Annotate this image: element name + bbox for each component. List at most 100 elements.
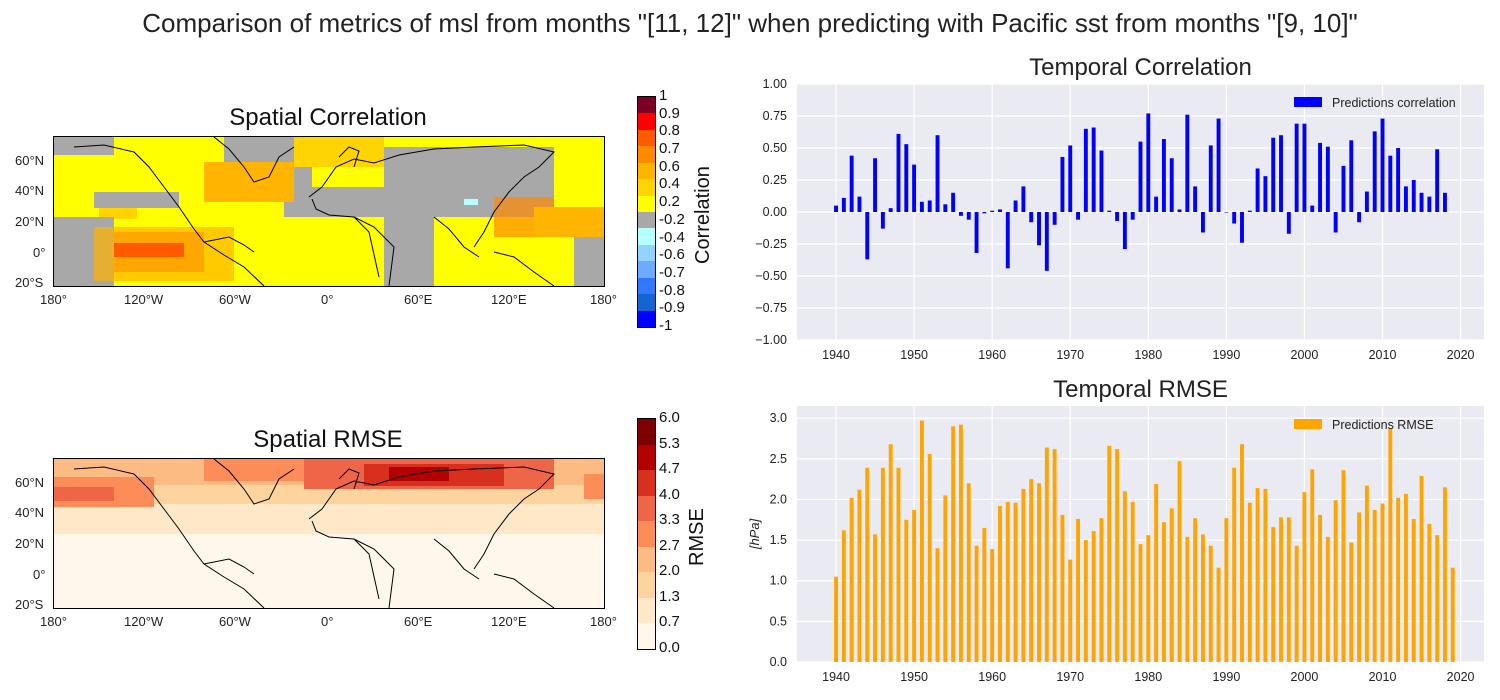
colorbar-tick-label: 6.0 [659, 409, 680, 426]
bar [935, 548, 940, 662]
spatial-rmse-map [53, 458, 605, 609]
bar [1310, 205, 1315, 212]
lat-tick: 20°N [15, 536, 45, 551]
bar [1349, 140, 1354, 212]
map-field-patch [204, 162, 294, 202]
bar [865, 467, 870, 662]
bar [1044, 212, 1049, 271]
bar [1388, 155, 1393, 212]
correlation-colorbar-label: Correlation [692, 166, 714, 264]
bar [1357, 512, 1362, 662]
x-tick-label: 1940 [822, 670, 850, 684]
spatial-correlation-title: Spatial Correlation [229, 104, 427, 131]
bar [888, 208, 893, 212]
bar [1107, 210, 1112, 212]
colorbar-tick-label: -0.7 [659, 263, 685, 281]
colorbar-segment [638, 261, 655, 278]
rmse-colorbar-label: RMSE [686, 508, 708, 566]
temporal-correlation-chart: Temporal Correlation 1.00 0.75 0.50 0.25 0.00… [755, 54, 1484, 362]
colorbar-segment [638, 572, 655, 598]
bar [951, 192, 956, 212]
bar [834, 576, 838, 662]
bar [865, 212, 870, 260]
bar [1099, 150, 1104, 212]
bar [1208, 545, 1213, 662]
bar [1185, 536, 1190, 662]
bar [880, 467, 885, 662]
bar [1411, 180, 1416, 212]
bar [1083, 540, 1088, 662]
colorbar-segment [638, 470, 655, 496]
bar [1263, 176, 1268, 212]
bar [1325, 536, 1330, 662]
y-tick-label: 3.0 [770, 411, 787, 425]
colorbar-segment [638, 179, 655, 196]
x-tick-label: 2020 [1447, 348, 1475, 362]
bar [1169, 508, 1174, 662]
x-tick-label: 1950 [900, 348, 928, 362]
lon-tick: 120°E [491, 292, 527, 307]
bar [1177, 209, 1182, 212]
colorbar-tick-label: -0.6 [659, 246, 685, 264]
bar [1279, 517, 1283, 662]
bar [1294, 545, 1299, 662]
y-tick-label: 0.50 [763, 141, 787, 155]
colorbar-segment [638, 521, 655, 547]
bar [1224, 518, 1229, 662]
bar [1263, 488, 1268, 662]
colorbar-tick-label: -1 [659, 317, 673, 334]
bar [1403, 493, 1408, 662]
bar [1068, 559, 1073, 662]
bar [935, 135, 940, 212]
colorbar-tick-label: 2.7 [659, 536, 680, 554]
colorbar-tick-label: -0.9 [659, 299, 685, 317]
bar [1450, 567, 1455, 662]
figure-suptitle: Comparison of metrics of msl from months… [142, 8, 1358, 38]
bar [1201, 212, 1205, 233]
bar [1201, 534, 1205, 662]
bar [1247, 210, 1252, 212]
bar [1177, 461, 1182, 662]
y-tick-label: 0.0 [770, 655, 787, 669]
bar [1068, 145, 1073, 212]
x-tick-label: 1990 [1212, 348, 1240, 362]
colorbar-segment [638, 97, 655, 114]
rmse-map-svg [54, 459, 604, 608]
colorbar-segment [638, 419, 655, 445]
lon-tick: 180° [590, 614, 617, 629]
lat-tick: 0° [33, 567, 46, 582]
bar [912, 164, 917, 212]
bar [834, 205, 838, 212]
bar [904, 144, 909, 212]
bar [1013, 200, 1018, 212]
lon-tick: 60°E [404, 292, 433, 307]
bar [1122, 491, 1127, 662]
bar [966, 483, 971, 662]
map-field-patch [464, 199, 478, 205]
lat-tick: 20°S [15, 275, 44, 290]
colorbar-segment [638, 195, 655, 212]
bar [982, 527, 987, 662]
y-tick-label: 1.0 [770, 574, 787, 588]
bar [1146, 535, 1151, 662]
bar [1130, 501, 1135, 662]
bar [1154, 196, 1159, 212]
legend-swatch [1294, 97, 1322, 107]
bar [1294, 123, 1299, 212]
colorbar-tick-label: 4.0 [659, 485, 680, 503]
lon-tick: 60°E [404, 614, 433, 629]
bar [1037, 483, 1041, 662]
bar [1091, 127, 1096, 212]
bar [1083, 128, 1088, 212]
bar [919, 420, 924, 662]
bar [974, 212, 979, 253]
legend-label: Predictions RMSE [1332, 418, 1433, 432]
bar [1247, 502, 1252, 662]
lon-tick: 120°W [124, 292, 164, 307]
colorbar-tick-label: 0.8 [659, 122, 680, 140]
colorbar-tick-label: 4.7 [659, 460, 680, 478]
bar [1115, 449, 1120, 662]
bar [1435, 535, 1440, 662]
bar [873, 158, 878, 212]
bar [1029, 479, 1034, 662]
